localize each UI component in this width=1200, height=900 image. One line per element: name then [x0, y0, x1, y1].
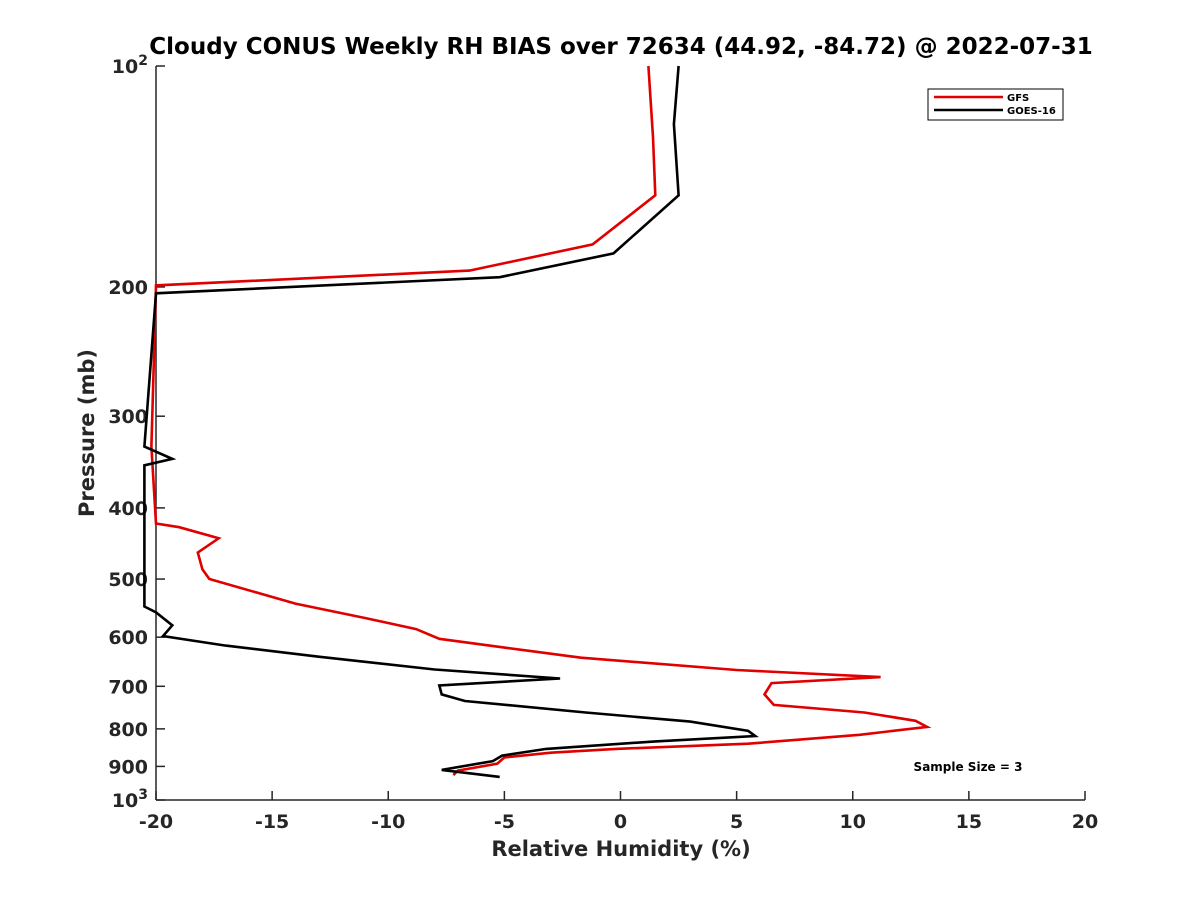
x-axis-ticks: -20 -15 -10 -5 0 5 10 15 20: [139, 791, 1098, 833]
y-tick-label: 300: [108, 406, 148, 428]
x-tick-label: -5: [494, 811, 515, 833]
chart-title: Cloudy CONUS Weekly RH BIAS over 72634 (…: [149, 34, 1092, 60]
legend-box: [927, 88, 1064, 121]
x-tick-label: 0: [614, 811, 627, 833]
y-tick-label: 400: [108, 498, 148, 520]
x-tick-label: -10: [371, 811, 405, 833]
legend: GFS GOES-16: [927, 88, 1064, 121]
series-line-gfs: [150, 65, 932, 777]
x-tick-label: 10: [840, 811, 866, 833]
y-tick-label: 900: [108, 756, 148, 778]
y-tick-label: 800: [108, 719, 148, 741]
legend-label-gfs: GFS: [1007, 93, 1029, 104]
plot-area: [156, 66, 1085, 800]
x-tick-label: 15: [956, 811, 982, 833]
legend-label-goes-16: GOES-16: [1007, 106, 1056, 117]
y-axis-ticks: 102 200 300 400 500 600 700 800 900 103: [108, 53, 165, 812]
x-tick-label: -20: [139, 811, 173, 833]
y-tick-label: 200: [108, 277, 148, 299]
y-tick-label: 103: [112, 787, 148, 812]
x-tick-label: 20: [1072, 811, 1098, 833]
x-axis-label: Relative Humidity (%): [491, 837, 750, 861]
x-tick-label: 5: [730, 811, 743, 833]
y-axis-label: Pressure (mb): [75, 349, 99, 517]
y-tick-label: 600: [108, 627, 148, 649]
y-tick-label: 102: [112, 53, 148, 78]
series-lines: [143, 65, 932, 779]
y-tick-label: 700: [108, 676, 148, 698]
x-tick-label: -15: [255, 811, 289, 833]
sample-size-annotation: Sample Size = 3: [914, 760, 1023, 774]
y-tick-label: 500: [108, 569, 148, 591]
series-line-goes-16: [143, 65, 759, 779]
